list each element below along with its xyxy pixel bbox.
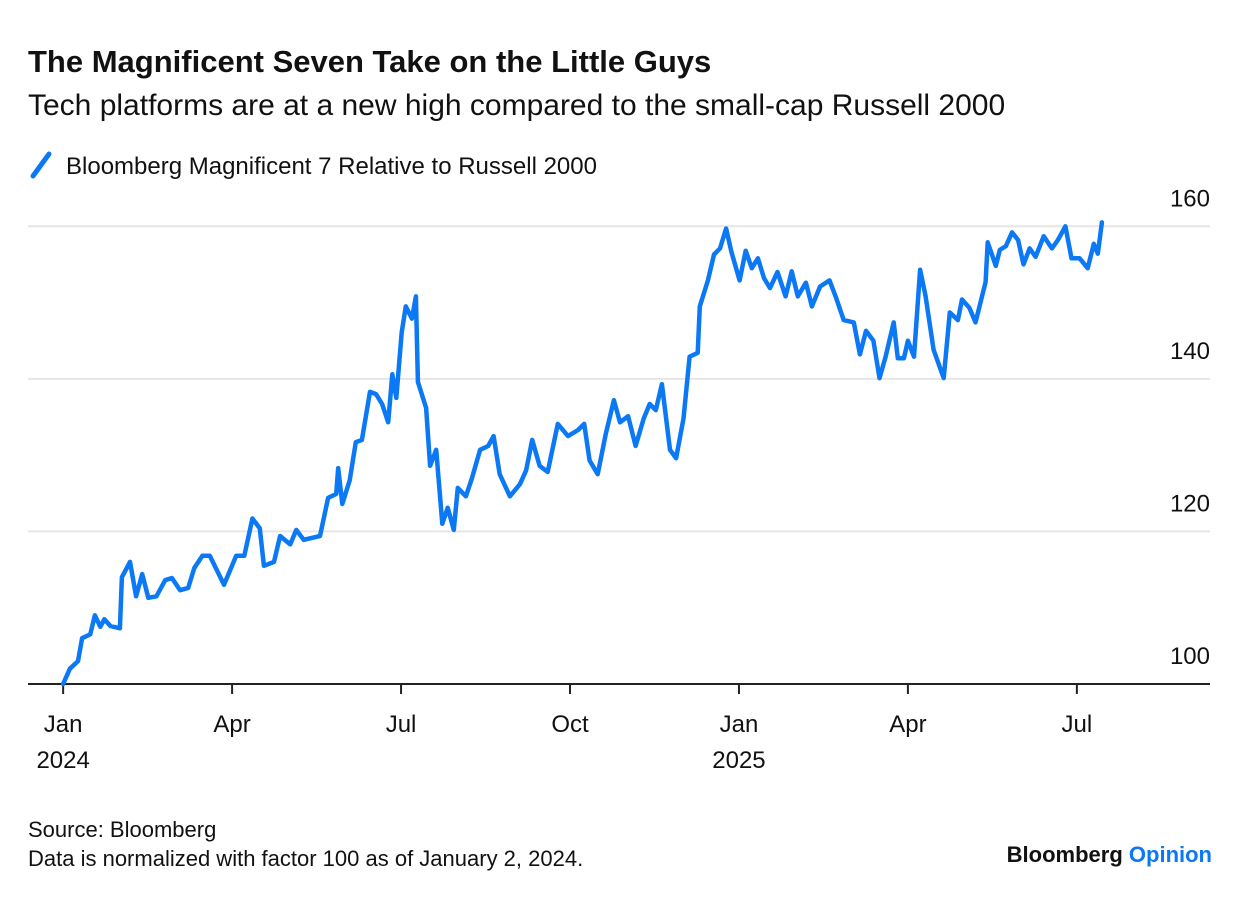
- y-tick-label: 120: [1170, 490, 1210, 517]
- y-tick-label: 140: [1170, 338, 1210, 365]
- x-tick-label-line: Apr: [889, 711, 926, 738]
- note: Data is normalized with factor 100 as of…: [28, 846, 583, 871]
- brand: Bloomberg Opinion: [1007, 842, 1212, 867]
- x-tick-label: Apr: [213, 711, 250, 738]
- x-tick-label: Jan 2025: [712, 711, 765, 774]
- chart-title: The Magnificent Seven Take on the Little…: [28, 44, 711, 79]
- x-tick-label-line: Apr: [213, 711, 250, 738]
- x-tick-label: Jul: [1062, 711, 1093, 738]
- x-tick-label-line: Jul: [386, 711, 417, 738]
- data-line: [60, 220, 1105, 687]
- brand-product: Opinion: [1129, 842, 1212, 867]
- legend-swatch: [30, 151, 52, 179]
- chart-subtitle: Tech platforms are at a new high compare…: [28, 89, 1005, 122]
- y-tick-label: 160: [1170, 185, 1210, 212]
- x-tick-label-line: 2025: [712, 747, 765, 774]
- x-tick-label-line: Jan: [44, 711, 83, 738]
- x-tick-label: Jul: [386, 711, 417, 738]
- brand-name: Bloomberg: [1007, 842, 1123, 867]
- x-tick-label: Oct: [551, 711, 589, 738]
- x-tick-label-line: Jul: [1062, 711, 1093, 738]
- x-tick-label: Jan 2024: [36, 711, 89, 774]
- x-tick-label-line: Oct: [551, 711, 589, 738]
- y-tick-label: 100: [1170, 643, 1210, 670]
- x-tick-label-line: Jan: [720, 711, 759, 738]
- legend-label: Bloomberg Magnificent 7 Relative to Russ…: [66, 153, 597, 180]
- x-tick-label-line: 2024: [36, 747, 89, 774]
- source: Source: Bloomberg: [28, 817, 216, 842]
- x-tick-label: Apr: [889, 711, 926, 738]
